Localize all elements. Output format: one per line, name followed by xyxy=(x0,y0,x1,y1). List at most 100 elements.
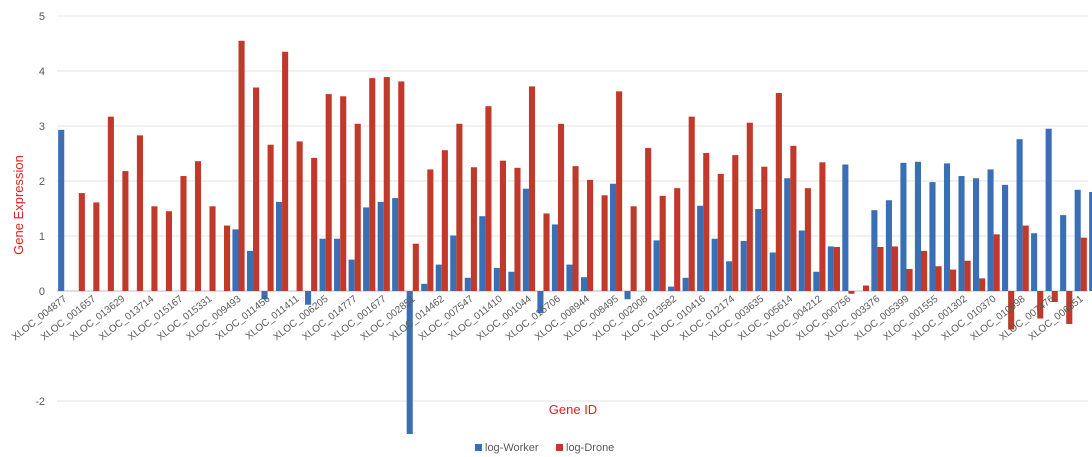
bar-log-drone-12 xyxy=(238,40,245,291)
bar-log-drone-43 xyxy=(688,116,695,292)
bar-log-drone-33 xyxy=(543,213,550,291)
bar-log-drone-34 xyxy=(557,123,565,291)
bar-log-drone-45 xyxy=(717,173,724,291)
bar-log-worker-50 xyxy=(784,178,791,291)
y-tick-label: 4 xyxy=(39,66,45,78)
bar-log-worker-27 xyxy=(450,235,457,291)
bar-log-drone-65 xyxy=(1008,291,1015,330)
bar-log-worker-45 xyxy=(711,238,718,291)
bar-log-worker-35 xyxy=(566,264,573,291)
bar-log-worker-70 xyxy=(1074,189,1081,291)
bar-log-worker-38 xyxy=(609,183,617,291)
bar-log-worker-61 xyxy=(943,163,951,291)
bar-log-drone-46 xyxy=(732,155,739,291)
bar-log-worker-19 xyxy=(334,238,341,291)
legend-label-log-drone: log-Drone xyxy=(566,442,614,454)
bar-log-worker-13 xyxy=(246,250,254,291)
bar-log-drone-36 xyxy=(587,179,594,291)
bar-log-worker-68 xyxy=(1045,128,1052,291)
bar-log-worker-62 xyxy=(958,176,965,291)
bar-log-worker-41 xyxy=(653,240,660,291)
bar-log-worker-63 xyxy=(972,178,980,291)
bar-log-drone-67 xyxy=(1037,291,1044,319)
bar-log-worker-67 xyxy=(1031,233,1038,291)
bar-log-drone-69 xyxy=(1066,291,1073,324)
bar-log-drone-21 xyxy=(369,78,376,292)
bar-log-worker-22 xyxy=(377,201,384,291)
bar-log-drone-27 xyxy=(456,123,463,291)
legend-swatch-log-drone xyxy=(556,444,563,451)
bar-log-worker-33 xyxy=(537,291,544,313)
bar-log-worker-23 xyxy=(392,198,399,291)
bar-log-worker-14 xyxy=(261,291,268,300)
y-tick-label: 0 xyxy=(39,286,45,298)
y-tick-label: -2 xyxy=(35,396,45,408)
bar-log-worker-56 xyxy=(871,210,878,291)
bar-log-worker-66 xyxy=(1016,139,1023,291)
legend: log-Worker log-Drone xyxy=(475,442,614,454)
bar-log-worker-49 xyxy=(769,252,776,291)
bar-log-worker-71 xyxy=(1089,192,1092,291)
bar-log-drone-59 xyxy=(921,250,928,291)
bar-log-worker-18 xyxy=(319,238,326,291)
bar-log-drone-2 xyxy=(93,202,100,291)
bar-log-drone-61 xyxy=(950,269,957,291)
bar-log-drone-37 xyxy=(601,195,608,291)
bar-log-drone-25 xyxy=(427,169,434,291)
y-tick-label: 3 xyxy=(39,121,45,133)
bar-log-worker-26 xyxy=(435,264,442,291)
bar-log-worker-57 xyxy=(885,200,892,291)
x-axis-title: Gene ID xyxy=(549,402,597,417)
bar-log-worker-39 xyxy=(624,291,631,300)
bar-log-drone-39 xyxy=(630,206,637,291)
bar-log-drone-10 xyxy=(209,206,216,291)
bar-log-drone-4 xyxy=(122,171,129,291)
bar-log-drone-14 xyxy=(267,144,274,291)
bar-log-worker-59 xyxy=(914,161,922,291)
bar-log-drone-63 xyxy=(979,278,986,291)
bar-log-worker-65 xyxy=(1002,184,1009,291)
bar-log-worker-25 xyxy=(421,283,428,291)
bar-log-drone-60 xyxy=(935,266,942,291)
bar-log-drone-38 xyxy=(616,91,623,291)
bars xyxy=(58,40,1092,434)
bar-log-drone-66 xyxy=(1022,225,1029,291)
bar-log-worker-51 xyxy=(798,230,805,291)
bar-log-worker-60 xyxy=(929,182,936,291)
bar-log-worker-46 xyxy=(726,261,733,291)
bar-log-drone-19 xyxy=(340,96,347,291)
bar-log-worker-31 xyxy=(508,271,515,291)
bar-log-drone-5 xyxy=(136,135,143,291)
bar-log-drone-20 xyxy=(354,123,361,291)
bar-log-worker-44 xyxy=(697,205,704,291)
bar-log-worker-54 xyxy=(842,164,849,291)
bar-log-drone-35 xyxy=(572,166,579,291)
bar-log-drone-40 xyxy=(645,148,652,291)
bar-log-drone-68 xyxy=(1051,291,1058,302)
bar-log-drone-1 xyxy=(78,193,85,291)
bar-log-drone-18 xyxy=(325,94,332,291)
x-axis-ticks: XLOC_004877XLOC_001657XLOC_013629XLOC_01… xyxy=(10,293,1086,343)
bar-log-worker-52 xyxy=(813,271,820,291)
bar-log-drone-56 xyxy=(877,247,884,291)
bar-log-worker-64 xyxy=(987,169,994,291)
bar-log-drone-52 xyxy=(819,162,826,291)
bar-log-drone-70 xyxy=(1080,237,1087,291)
bar-log-drone-64 xyxy=(993,234,1000,291)
bar-log-drone-44 xyxy=(703,152,710,291)
bar-log-drone-3 xyxy=(107,116,114,292)
bar-log-worker-69 xyxy=(1060,215,1067,291)
bar-log-drone-47 xyxy=(746,122,753,291)
bar-log-drone-55 xyxy=(862,285,870,291)
bar-log-drone-22 xyxy=(383,77,390,291)
bar-log-drone-9 xyxy=(194,161,202,291)
bar-log-worker-34 xyxy=(551,224,558,291)
bar-log-drone-31 xyxy=(514,167,521,291)
bar-log-drone-49 xyxy=(775,93,782,291)
bar-log-worker-29 xyxy=(479,216,486,291)
bar-log-drone-57 xyxy=(891,246,899,291)
bar-log-drone-23 xyxy=(398,81,405,291)
bar-log-worker-0 xyxy=(58,129,65,291)
bar-log-worker-12 xyxy=(232,229,239,291)
